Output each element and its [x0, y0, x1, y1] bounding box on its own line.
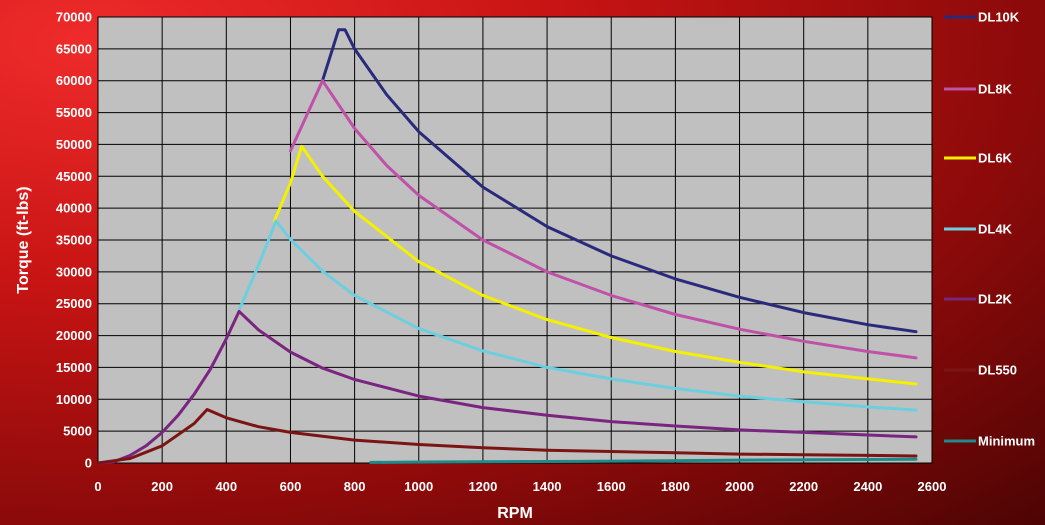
legend-label: Minimum [978, 434, 1035, 449]
legend-item-dl6k: DL6K [944, 151, 1013, 166]
legend-label: DL10K [978, 10, 1020, 25]
y-tick-label: 30000 [56, 264, 92, 279]
legend: DL10K DL8K DL6K DL4K DL2K DL550 Minimum [944, 10, 1035, 449]
x-tick-label: 0 [94, 479, 101, 494]
x-tick-label: 1800 [661, 479, 690, 494]
series-line-dl550 [96, 408, 918, 465]
y-axis-title: Torque (ft-lbs) [15, 186, 32, 293]
x-axis-title: RPM [497, 505, 533, 522]
x-tick-label: 2000 [725, 479, 754, 494]
x-tick-label: 200 [151, 479, 173, 494]
y-tick-label: 35000 [56, 233, 92, 248]
grid-lines [97, 16, 933, 464]
x-tick-label: 1000 [404, 479, 433, 494]
y-axis-ticks: 0 5000 10000 15000 20000 25000 30000 35000 40000… [56, 10, 92, 471]
y-tick-label: 65000 [56, 41, 92, 56]
legend-item-dl2k: DL2K [944, 292, 1013, 307]
x-tick-label: 2600 [918, 479, 947, 494]
y-tick-label: 25000 [56, 296, 92, 311]
legend-label: DL6K [978, 151, 1013, 166]
y-tick-label: 45000 [56, 169, 92, 184]
series-line-dl4k [237, 219, 918, 412]
x-tick-label: 1200 [468, 479, 497, 494]
series-line-dl2k [96, 309, 918, 465]
series-line-dl6k [272, 144, 918, 386]
y-tick-label: 0 [85, 456, 92, 471]
legend-item-minimum: Minimum [944, 434, 1035, 449]
legend-label: DL2K [978, 292, 1013, 307]
x-tick-label: 800 [344, 479, 366, 494]
series-line-minimum [369, 457, 918, 464]
legend-label: DL8K [978, 82, 1013, 97]
legend-item-dl10k: DL10K [944, 10, 1020, 25]
series-line-dl10k [321, 28, 918, 334]
x-tick-label: 1600 [597, 479, 626, 494]
x-tick-label: 2400 [853, 479, 882, 494]
y-tick-label: 15000 [56, 360, 92, 375]
legend-item-dl550: DL550 [944, 363, 1017, 378]
y-tick-label: 55000 [56, 105, 92, 120]
series-line-dl8k [289, 79, 918, 360]
x-tick-label: 2200 [789, 479, 818, 494]
y-tick-label: 70000 [56, 10, 92, 25]
y-tick-label: 20000 [56, 328, 92, 343]
x-tick-label: 600 [280, 479, 302, 494]
legend-item-dl4k: DL4K [944, 222, 1013, 237]
x-tick-label: 1400 [533, 479, 562, 494]
y-tick-label: 5000 [63, 424, 92, 439]
y-tick-label: 10000 [56, 392, 92, 407]
y-tick-label: 60000 [56, 73, 92, 88]
legend-label: DL4K [978, 222, 1013, 237]
y-tick-label: 40000 [56, 201, 92, 216]
x-tick-label: 400 [215, 479, 237, 494]
legend-label: DL550 [978, 363, 1017, 378]
legend-item-dl8k: DL8K [944, 82, 1013, 97]
series-layer [96, 28, 918, 465]
x-axis-ticks: 0 200 400 600 800 1000 1200 1400 1600 1800 2000 220… [94, 479, 946, 494]
y-tick-label: 50000 [56, 137, 92, 152]
